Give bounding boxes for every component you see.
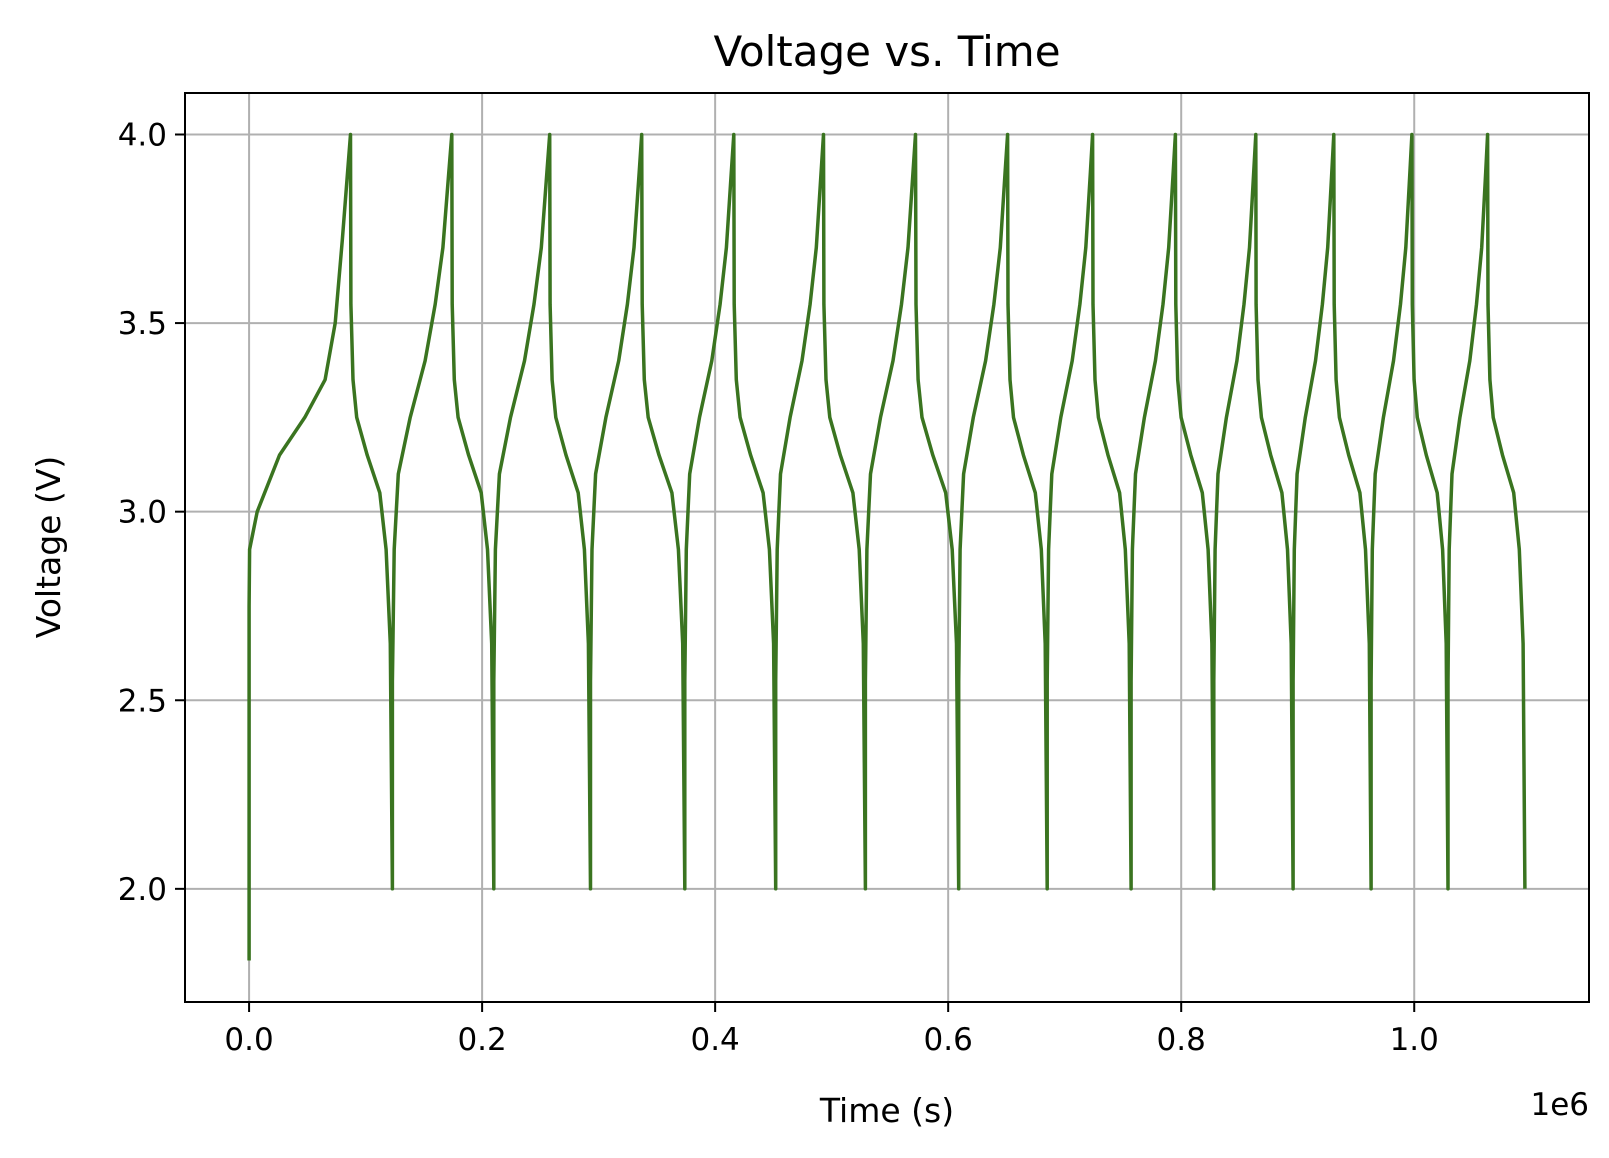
y-tick-label: 2.0: [118, 872, 167, 908]
y-tick-label: 3.0: [118, 495, 167, 531]
grid-lines: [185, 93, 1589, 1002]
axes-frame: [184, 92, 1590, 1003]
y-tick-label: 3.5: [118, 306, 167, 342]
plot-area: [247, 132, 1527, 961]
x-tick-label: 0.0: [224, 1022, 273, 1058]
x-tick-label: 1.0: [1390, 1022, 1439, 1058]
y-tick-label: 2.5: [118, 683, 167, 719]
x-axis-multiplier: 1e6: [1530, 1087, 1589, 1123]
chart-title: Voltage vs. Time: [713, 27, 1060, 76]
y-tick-label: 4.0: [118, 117, 167, 153]
y-axis-ticks: 2.0 2.5 3.0 3.5 4.0: [118, 117, 185, 908]
voltage-series-line: [247, 132, 1527, 961]
x-axis-ticks: 0.0 0.2 0.4 0.6 0.8 1.0: [224, 1002, 1439, 1058]
x-tick-label: 0.8: [1157, 1022, 1206, 1058]
x-tick-label: 0.4: [690, 1022, 739, 1058]
x-axis-label: Time (s): [819, 1091, 954, 1130]
y-axis-label: Voltage (V): [29, 456, 68, 639]
x-tick-label: 0.6: [924, 1022, 973, 1058]
x-tick-label: 0.2: [457, 1022, 506, 1058]
